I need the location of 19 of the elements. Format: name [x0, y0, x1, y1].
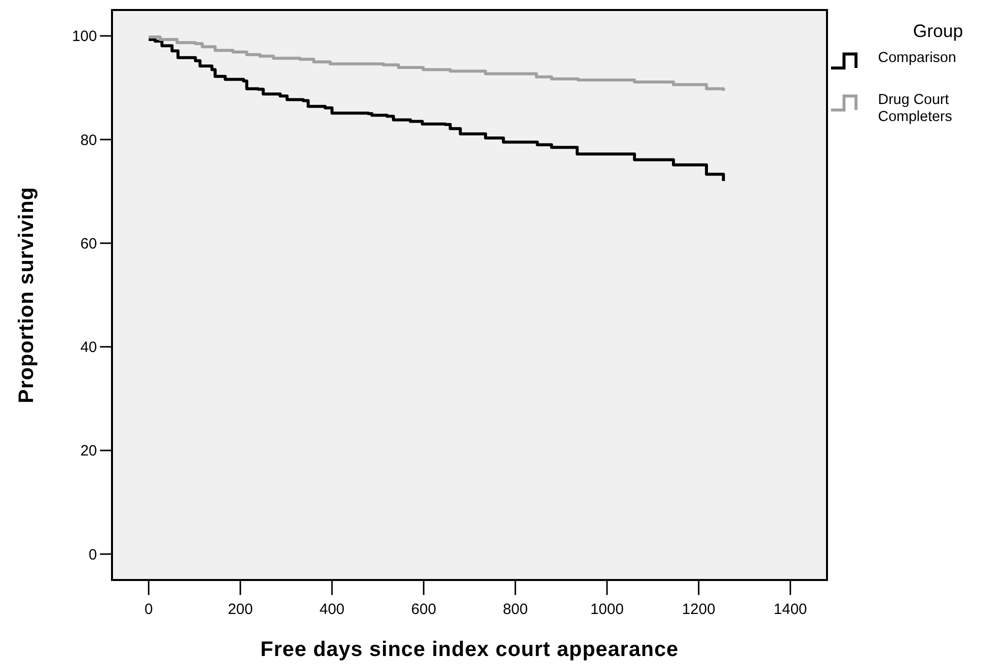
- y-tick-label: 20: [80, 442, 97, 460]
- legend-title: Group: [912, 21, 963, 41]
- y-tick-label: 100: [72, 28, 97, 46]
- y-tick-label: 40: [80, 339, 97, 356]
- x-tick-label: 1200: [682, 601, 716, 618]
- x-tick-label: 600: [411, 601, 436, 618]
- x-tick-label: 800: [502, 601, 528, 618]
- legend-label: Comparison: [878, 50, 956, 66]
- x-tick-label: 1400: [774, 601, 808, 618]
- y-tick-label: 0: [88, 546, 97, 564]
- x-tick-label: 200: [228, 601, 253, 618]
- x-tick-label: 400: [319, 601, 345, 618]
- x-axis-title: Free days since index court appearance: [260, 638, 679, 661]
- y-tick-label: 60: [80, 235, 97, 252]
- y-tick-label: 80: [80, 132, 97, 149]
- y-axis-title: Proportion surviving: [15, 186, 38, 404]
- x-tick-label: 1000: [590, 601, 624, 618]
- legend-label: Drug Court Completers: [878, 92, 952, 125]
- x-tick-label: 0: [144, 601, 153, 618]
